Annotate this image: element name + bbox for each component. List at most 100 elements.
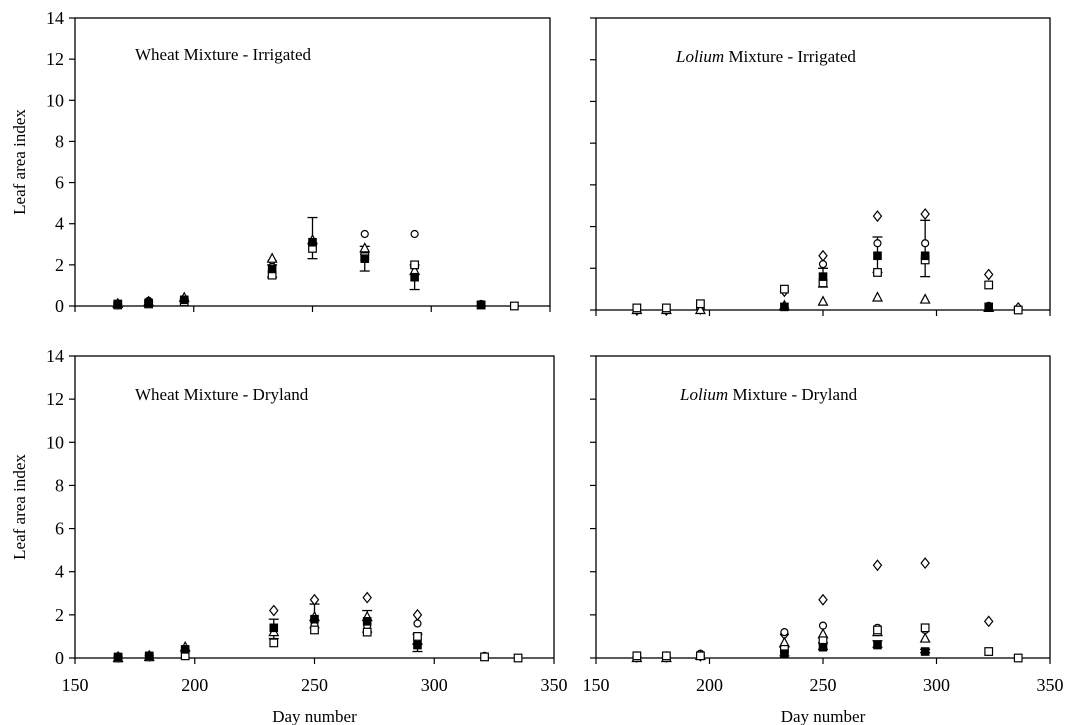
point-triangle	[919, 293, 931, 304]
point-square-filled	[780, 649, 789, 658]
point-square-filled	[179, 295, 189, 305]
x-tick-label: 350	[541, 675, 568, 695]
panel-title-text: Wheat Mixture - Dryland	[135, 385, 309, 404]
panel-title: Lolium Mixture - Irrigated	[675, 47, 856, 66]
point-circle	[413, 619, 422, 628]
y-tick-label: 6	[55, 173, 64, 193]
y-tick-label: 8	[55, 475, 64, 495]
y-axis-label: Leaf area index	[10, 109, 29, 215]
point-diamond	[983, 268, 994, 281]
y-tick-label: 12	[46, 389, 64, 409]
point-square-open	[509, 301, 519, 311]
point-triangle	[919, 632, 931, 643]
point-square-filled	[984, 302, 994, 312]
point-square-filled	[818, 272, 828, 281]
point-circle	[818, 260, 828, 269]
panel-title-italic: Lolium	[679, 385, 728, 404]
y-tick-label: 6	[55, 519, 64, 539]
panel-wheat-irrigated: 0 2 4 6 8 10 12 14 Leaf area index Wheat Mixture …	[10, 8, 551, 316]
point-square-filled	[180, 645, 190, 654]
panel-title: Lolium Mixture - Dryland	[679, 385, 858, 404]
point-square-filled	[476, 300, 486, 310]
point-square-open	[269, 638, 279, 648]
point-circle	[360, 229, 369, 239]
point-square-filled	[269, 623, 279, 633]
point-square-filled	[873, 640, 882, 650]
point-square-open	[413, 632, 422, 641]
point-diamond	[269, 604, 279, 617]
point-square-open	[513, 653, 523, 663]
point-square-open	[1013, 653, 1023, 663]
point-square-filled	[360, 254, 370, 263]
x-axis-label: Day number	[781, 707, 866, 725]
point-diamond	[818, 249, 828, 262]
point-square-open	[310, 625, 319, 635]
point-square-filled	[310, 614, 319, 624]
point-triangle	[871, 291, 883, 302]
panel-lolium-dryland: 150 200 250 300 350 Day number Lolium Mixture …	[583, 355, 1064, 725]
point-circle	[780, 628, 789, 637]
point-square-open	[410, 260, 420, 270]
y-tick-label: 2	[55, 255, 64, 275]
point-diamond	[362, 591, 372, 604]
point-square-open	[984, 280, 994, 290]
point-square-filled	[873, 251, 882, 261]
y-tick-label: 4	[55, 562, 64, 582]
point-circle	[873, 239, 882, 248]
point-square-filled	[144, 298, 153, 308]
point-square-filled	[113, 652, 123, 662]
point-square-open	[920, 623, 930, 633]
point-circle	[410, 229, 419, 239]
point-square-filled	[267, 264, 277, 274]
point-diamond	[920, 557, 930, 570]
panel-title-text: Wheat Mixture - Irrigated	[135, 45, 312, 64]
point-diamond	[872, 559, 883, 572]
point-square-open	[480, 652, 489, 662]
error-bar	[920, 219, 931, 278]
point-triangle	[817, 295, 829, 306]
point-diamond	[983, 615, 994, 628]
point-square-open	[696, 299, 705, 309]
point-diamond	[412, 608, 423, 621]
x-tick-label: 150	[583, 675, 610, 695]
point-square-open	[696, 651, 705, 661]
x-tick-label: 200	[696, 675, 723, 695]
point-square-open	[632, 303, 642, 313]
point-square-open	[362, 627, 372, 637]
y-tick-label: 4	[55, 214, 64, 234]
y-tick-label: 8	[55, 131, 64, 151]
point-diamond	[920, 208, 930, 221]
y-tick-label: 12	[46, 49, 64, 69]
point-triangle	[359, 242, 371, 253]
x-tick-label: 200	[181, 675, 208, 695]
point-square-filled	[113, 299, 123, 309]
point-triangle	[266, 252, 278, 263]
point-diamond	[872, 210, 883, 223]
panel-title-text: Mixture - Irrigated	[724, 47, 856, 66]
point-square-filled	[920, 251, 930, 261]
y-tick-label: 14	[46, 8, 64, 28]
y-tick-label: 10	[46, 432, 64, 452]
y-tick-label: 0	[55, 296, 64, 316]
panel-title: Wheat Mixture - Dryland	[135, 385, 309, 404]
point-square-filled	[780, 302, 789, 312]
point-square-open	[984, 647, 994, 656]
point-square-open	[661, 651, 671, 661]
x-tick-label: 350	[1037, 675, 1064, 695]
panel-lolium-irrigated: Lolium Mixture - Irrigated	[590, 17, 1051, 316]
x-tick-label: 250	[301, 675, 328, 695]
x-axis-label: Day number	[272, 707, 357, 725]
x-tick-label: 250	[810, 675, 837, 695]
point-triangle	[694, 303, 706, 315]
point-square-filled	[920, 647, 930, 656]
point-square-open	[780, 284, 789, 294]
point-square-filled	[308, 237, 317, 247]
panel-wheat-dryland: 0 2 4 6 8 10 12 14 150 200 250 300 350 Leaf area inde…	[10, 346, 568, 725]
x-tick-label: 300	[421, 675, 448, 695]
point-circle	[921, 239, 930, 248]
panel-title-text: Mixture - Dryland	[728, 385, 857, 404]
point-square-open	[873, 625, 882, 635]
point-square-filled	[144, 651, 154, 661]
point-square-open	[873, 268, 882, 277]
